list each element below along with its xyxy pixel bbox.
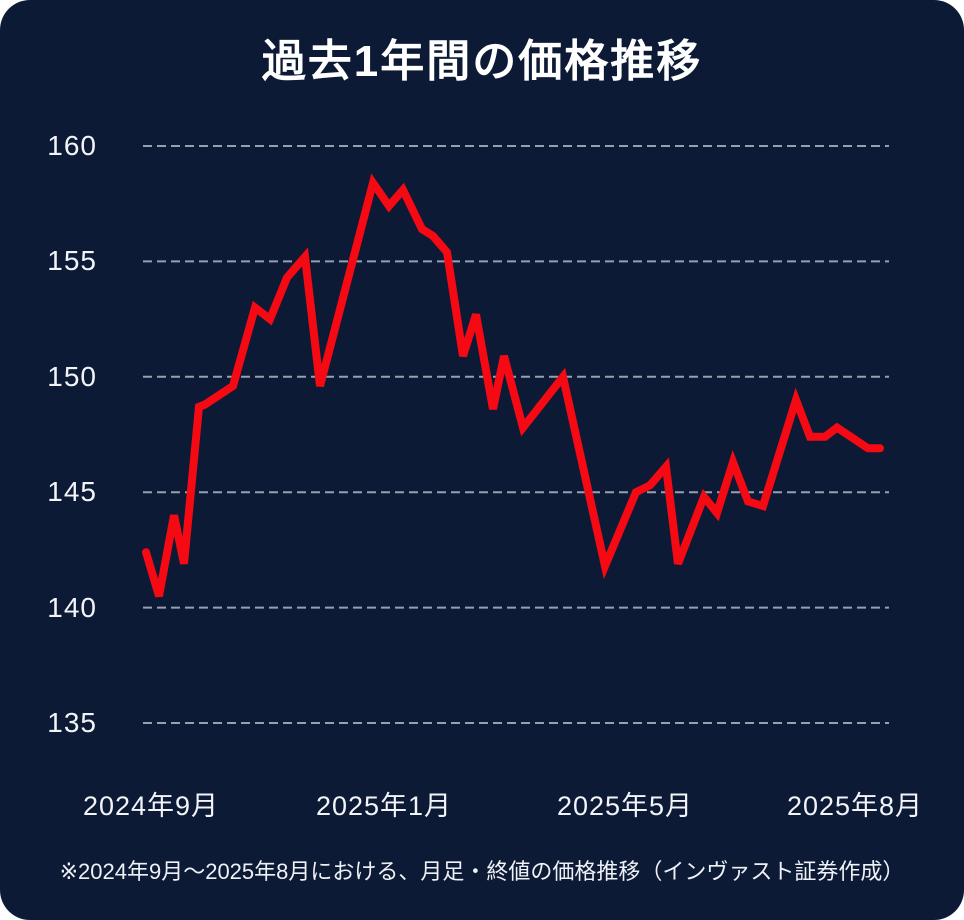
x-tick-label-2: 2025年5月 bbox=[556, 791, 694, 821]
y-tick-label-160: 160 bbox=[47, 130, 97, 161]
y-tick-label-150: 150 bbox=[47, 360, 97, 392]
x-tick-label-3: 2025年8月 bbox=[786, 791, 924, 821]
y-tick-label-135: 135 bbox=[47, 707, 97, 738]
footnote: ※2024年9月～2025年8月における、月足・終値の価格推移（インヴァスト証券… bbox=[59, 859, 905, 884]
chart-title: 過去1年間の価格推移 bbox=[261, 37, 703, 86]
price-line bbox=[142, 173, 884, 598]
x-tick-label-0: 2024年9月 bbox=[82, 791, 220, 821]
y-tick-label-155: 155 bbox=[47, 245, 97, 277]
y-tick-label-140: 140 bbox=[47, 591, 97, 623]
gridlines bbox=[143, 145, 889, 724]
x-tick-label-1: 2025年1月 bbox=[315, 791, 453, 821]
y-tick-label-145: 145 bbox=[47, 476, 97, 508]
